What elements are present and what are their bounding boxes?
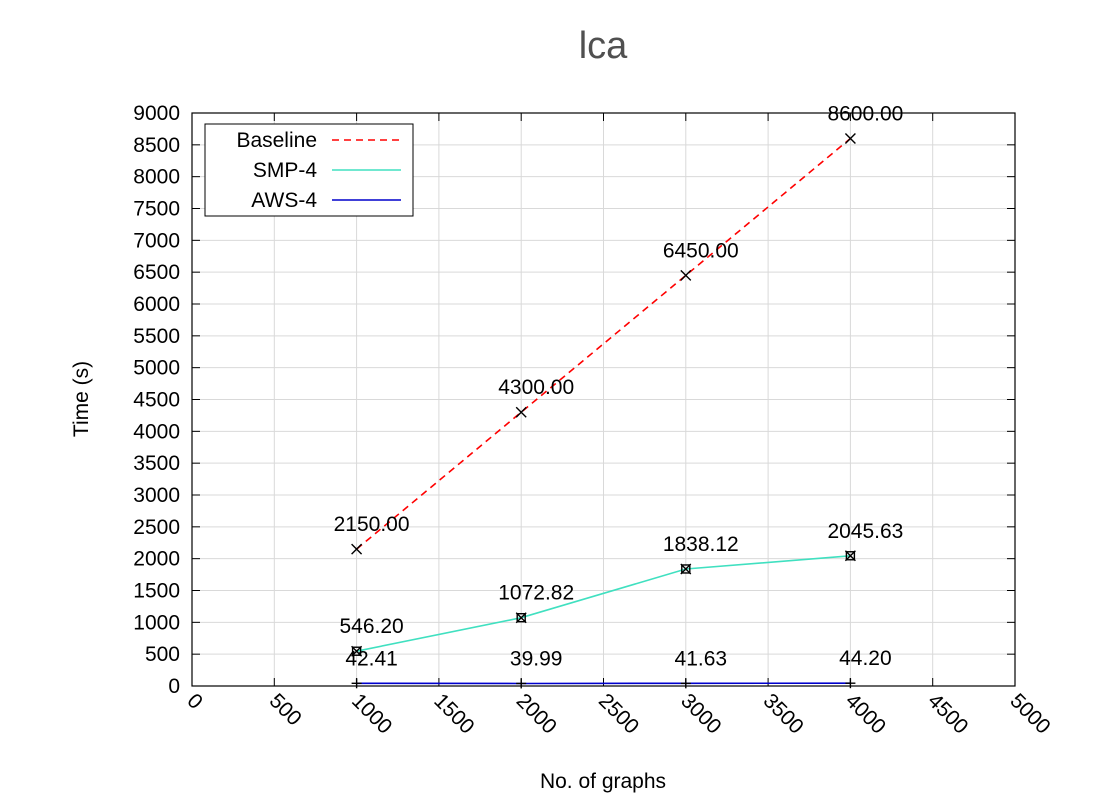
data-label-aws-4: 42.41 <box>345 647 398 670</box>
point-baseline <box>844 132 856 144</box>
point-baseline <box>680 269 692 281</box>
y-tick-label: 7000 <box>133 229 180 252</box>
marker-box <box>351 646 362 656</box>
y-tick-label: 4000 <box>133 420 180 443</box>
point-smp-4 <box>844 550 856 562</box>
point-aws-4 <box>516 678 527 689</box>
data-label-baseline: 8600.00 <box>827 102 903 125</box>
legend: Baseline SMP-4 AWS-4 <box>204 123 414 217</box>
x-tick-label: 3000 <box>676 689 725 738</box>
x-tick-label: 500 <box>265 689 306 730</box>
y-tick-label: 6500 <box>133 261 180 284</box>
y-tick-label: 8000 <box>133 166 180 189</box>
data-label-aws-4: 41.63 <box>675 647 728 670</box>
x-tick-label: 4500 <box>923 689 972 738</box>
series-layer <box>351 132 856 689</box>
point-aws-4 <box>351 678 362 689</box>
point-smp-4 <box>351 645 363 657</box>
x-tick-label: 1000 <box>347 689 396 738</box>
data-label-baseline: 2150.00 <box>334 513 410 536</box>
marker-stroke <box>351 543 363 555</box>
legend-label-smp-4: SMP-4 <box>253 159 318 182</box>
x-tick-label: 2500 <box>594 689 643 738</box>
y-tick-label: 7500 <box>133 198 180 221</box>
x-tick-label: 2000 <box>512 689 561 738</box>
y-tick-label: 2000 <box>133 548 180 571</box>
y-tick-label: 4500 <box>133 389 180 412</box>
marker-box <box>681 564 691 574</box>
point-smp-4 <box>515 612 527 624</box>
y-tick-label: 8500 <box>133 134 180 157</box>
chart-title: lca <box>579 25 628 67</box>
y-tick-label: 3500 <box>133 452 180 475</box>
y-tick-label: 6000 <box>133 293 180 316</box>
y-tick-label: 1000 <box>133 611 180 634</box>
data-label-baseline: 6450.00 <box>663 239 739 262</box>
x-tick-label: 5000 <box>1005 689 1054 738</box>
point-baseline <box>351 543 363 555</box>
grid <box>192 113 1015 686</box>
data-label-smp-4: 1838.12 <box>663 533 739 556</box>
marker-box <box>516 612 526 623</box>
data-label-smp-4: 2045.63 <box>827 520 903 543</box>
data-label-aws-4: 39.99 <box>510 647 563 670</box>
y-tick-label: 3000 <box>133 484 180 507</box>
data-label-smp-4: 1072.82 <box>498 582 574 605</box>
legend-label-baseline: Baseline <box>236 129 317 152</box>
data-label-aws-4: 44.20 <box>839 647 892 670</box>
y-tick-label: 9000 <box>133 102 180 125</box>
marker-stroke <box>680 269 692 281</box>
marker-stroke <box>515 406 527 418</box>
y-tick-label: 1500 <box>133 580 180 603</box>
data-labels: 2150.00 4300.00 6450.00 8600.00 546.20 1072.8… <box>334 102 904 670</box>
y-tick-label: 5000 <box>133 357 180 380</box>
y-tick-label: 5500 <box>133 325 180 348</box>
x-tick-label: 4000 <box>841 689 890 738</box>
data-label-baseline: 4300.00 <box>498 376 574 399</box>
x-tick-label: 0 <box>182 689 207 714</box>
legend-label-aws-4: AWS-4 <box>251 189 317 212</box>
x-tick-label: 3500 <box>759 689 808 738</box>
series-line-smp-4 <box>356 555 851 652</box>
y-axis-label: Time (s) <box>70 361 93 437</box>
x-tick-label: 1500 <box>429 689 478 738</box>
data-label-smp-4: 546.20 <box>339 615 403 638</box>
y-tick-label: 0 <box>168 675 180 698</box>
point-smp-4 <box>680 563 692 575</box>
y-axis: 0 500 1000 1500 2000 2500 3000 3500 4000 4500 5000… <box>133 102 1015 698</box>
point-aws-4 <box>845 678 856 689</box>
marker-box <box>845 551 856 561</box>
point-baseline <box>515 406 527 418</box>
point-aws-4 <box>680 678 691 689</box>
y-tick-label: 500 <box>145 643 180 666</box>
y-tick-label: 2500 <box>133 516 180 539</box>
x-axis-label: No. of graphs <box>540 770 666 793</box>
marker-stroke <box>844 132 856 144</box>
